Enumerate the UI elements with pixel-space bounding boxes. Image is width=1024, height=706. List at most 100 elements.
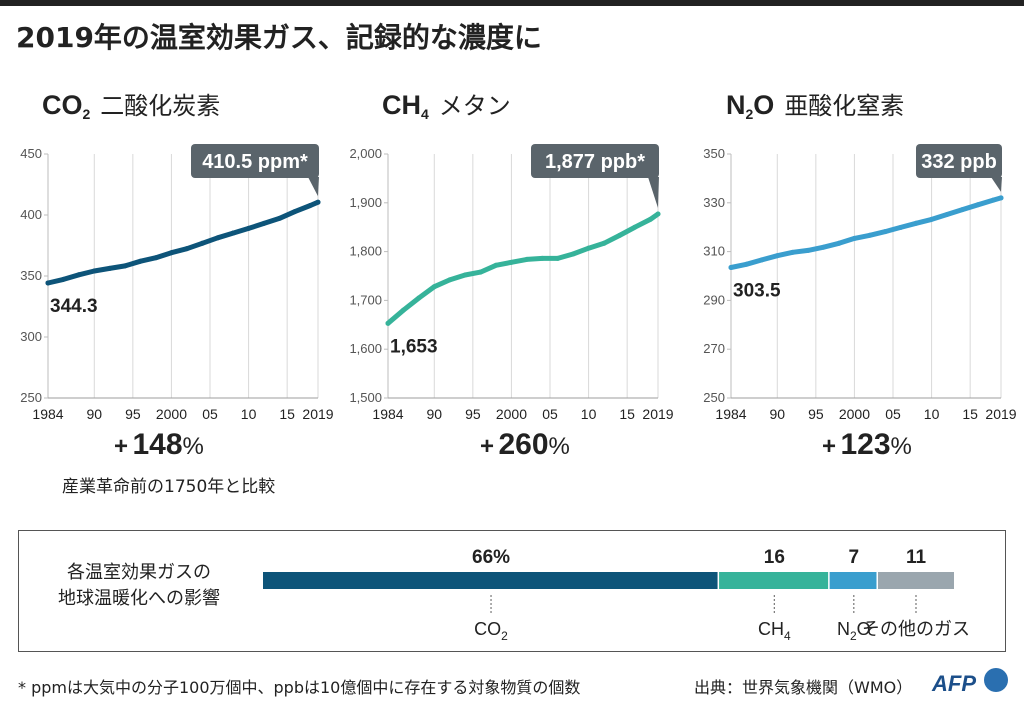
co2-y-tick-label: 450: [20, 146, 42, 161]
co2-data-point: [184, 246, 190, 252]
ch4-data-point: [616, 232, 622, 238]
n2o-increase: + 123%: [822, 428, 912, 462]
ch4-x-tick-label: 05: [542, 406, 558, 422]
n2o-end-label: 332 ppb: [921, 151, 997, 173]
n2o-data-point: [821, 244, 827, 250]
co2-y-tick-label: 350: [20, 268, 42, 283]
impact-value-1: 16: [764, 547, 785, 568]
co2-data-point: [168, 250, 174, 256]
top-rule: [0, 0, 1024, 6]
ch4-data-point: [462, 272, 468, 278]
ch4-increase-unit: %: [548, 433, 570, 460]
n2o-y-tick-label: 250: [703, 390, 725, 405]
n2o-data-point: [990, 197, 996, 203]
ch4-data-point: [586, 245, 592, 251]
impact-label-3: その他のガス: [862, 619, 970, 639]
co2-y-tick-label: 400: [20, 207, 42, 222]
ch4-formula: CH: [382, 90, 421, 120]
comparison-note: 産業革命前の1750年と比較: [62, 477, 276, 497]
n2o-y-tick-label: 270: [703, 341, 725, 356]
footnote: * ppmは大気中の分子100万個中、ppbは10億個中に存在する対象物質の個数: [18, 678, 581, 697]
ch4-x-tick-label: 95: [465, 406, 481, 422]
co2-data-point: [107, 265, 113, 271]
co2-x-tick-label: 90: [86, 406, 102, 422]
co2-x-tick-label: 95: [125, 406, 141, 422]
ch4-chart-title: CH4 メタン: [382, 86, 511, 122]
impact-label-suffix-2: O: [857, 619, 871, 639]
co2-data-point: [315, 199, 321, 205]
ch4-data-point: [632, 224, 638, 230]
n2o-subscript: 2: [745, 106, 754, 122]
impact-segment-3: [877, 572, 954, 589]
n2o-x-tick-label: 90: [769, 406, 785, 422]
n2o-data-point: [774, 253, 780, 259]
n2o-data-point: [836, 240, 842, 246]
co2-y-tick-label: 300: [20, 329, 42, 344]
ch4-data-point: [555, 255, 561, 261]
ch4-y-tick-label: 1,600: [349, 341, 382, 356]
ch4-data-point: [647, 216, 653, 222]
co2-data-point: [230, 230, 236, 236]
impact-value-0: 66%: [472, 547, 510, 568]
n2o-data-point: [913, 220, 919, 226]
ch4-increase-value: 260: [498, 428, 549, 461]
n2o-increase-value: 123: [840, 428, 891, 461]
co2-data-point: [307, 202, 313, 208]
impact-segment-1: [719, 572, 829, 589]
impact-label-name-1: CH: [758, 619, 784, 639]
impact-label-2: N2O: [837, 619, 871, 643]
ch4-end-label: 1,877 ppb*: [545, 151, 645, 173]
co2-x-tick-label: 2000: [156, 406, 187, 422]
ch4-data-point: [524, 256, 530, 262]
ch4-end-callout-pointer: [648, 177, 659, 209]
ch4-data-point: [478, 269, 484, 275]
impact-segment-2: [829, 572, 877, 589]
ch4-data-point: [655, 211, 661, 217]
co2-data-point: [122, 263, 128, 269]
n2o-start-label: 303.5: [733, 280, 781, 301]
ch4-end-callout-box: [531, 144, 659, 178]
ch4-data-point: [447, 277, 453, 283]
impact-value-2: 7: [849, 547, 860, 568]
page-title: 2019年の温室効果ガス、記録的な濃度に: [16, 21, 542, 54]
n2o-data-point: [759, 257, 765, 263]
n2o-data-point: [743, 261, 749, 267]
co2-data-point: [261, 220, 267, 226]
co2-increase-unit: %: [182, 433, 204, 460]
n2o-data-point: [975, 202, 981, 208]
n2o-data-point: [998, 195, 1004, 201]
co2-x-tick-label: 05: [202, 406, 218, 422]
ch4-data-point: [539, 255, 545, 261]
impact-panel: [18, 530, 1006, 652]
ch4-jp-name: メタン: [438, 92, 511, 120]
co2-x-tick-label: 10: [241, 406, 257, 422]
n2o-increase-unit: %: [890, 433, 912, 460]
impact-label-sub-0: 2: [501, 629, 508, 643]
co2-increase-sign: +: [114, 433, 129, 460]
n2o-data-point: [867, 232, 873, 238]
co2-start-label: 344.3: [50, 296, 98, 317]
ch4-x-tick-label: 15: [619, 406, 635, 422]
ch4-data-point: [570, 251, 576, 257]
afp-logo-globe: [984, 668, 1008, 692]
source-credit: 出典：世界気象機関（WMO）: [694, 678, 913, 697]
n2o-y-tick-label: 330: [703, 195, 725, 210]
co2-data-point: [138, 258, 144, 264]
ch4-data-point: [493, 262, 499, 268]
ch4-start-label: 1,653: [390, 336, 438, 357]
co2-data-point: [91, 268, 97, 274]
n2o-x-tick-label: 95: [808, 406, 824, 422]
impact-label-name-2: N: [837, 619, 850, 639]
n2o-data-point: [790, 249, 796, 255]
n2o-x-tick-label: 10: [924, 406, 940, 422]
impact-label-name-0: CO: [474, 619, 501, 639]
ch4-y-tick-label: 1,800: [349, 244, 382, 259]
n2o-y-tick-label: 350: [703, 146, 725, 161]
n2o-x-tick-label: 2019: [985, 406, 1016, 422]
n2o-increase-sign: +: [822, 433, 837, 460]
n2o-x-tick-label: 2000: [839, 406, 870, 422]
ch4-data-point: [385, 320, 391, 326]
ch4-y-tick-label: 2,000: [349, 146, 382, 161]
